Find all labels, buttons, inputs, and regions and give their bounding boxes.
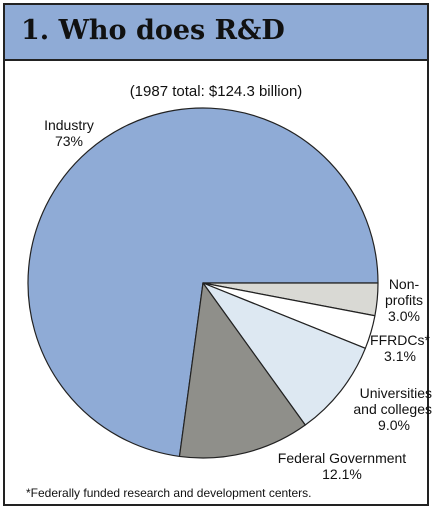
panel-header: 1. Who does R&D xyxy=(5,5,427,61)
pie-slice-universities-and-colleges xyxy=(202,282,366,426)
label-universities-value: 9.0% xyxy=(378,417,410,433)
label-nonprofits-value: 3.0% xyxy=(388,308,420,324)
label-nonprofits: Non- profits 3.0% xyxy=(376,276,432,324)
label-federal: Federal Government 12.1% xyxy=(262,450,422,482)
pie-slice-industry xyxy=(27,107,379,458)
label-ffrdcs-name: FFRDCs* xyxy=(370,332,430,348)
label-nonprofits-name-2: profits xyxy=(384,292,424,308)
label-federal-value: 12.1% xyxy=(322,466,362,482)
label-universities-name-2: and colleges xyxy=(353,401,432,417)
label-industry-name: Industry xyxy=(44,117,94,133)
chart-subtitle: (1987 total: $124.3 billion) xyxy=(129,83,303,100)
label-ffrdcs-value: 3.1% xyxy=(384,348,416,364)
label-federal-name: Federal Government xyxy=(277,450,407,466)
label-universities: Universities and colleges 9.0% xyxy=(340,385,432,433)
label-ffrdcs: FFRDCs* 3.1% xyxy=(368,332,432,364)
label-industry: Industry 73% xyxy=(34,117,104,149)
label-nonprofits-name-1: Non- xyxy=(388,276,420,292)
pie-slice-federal-government xyxy=(178,282,306,459)
panel-title: 1. Who does R&D xyxy=(21,15,285,46)
footnote: *Federally funded research and developme… xyxy=(26,486,312,500)
label-universities-name-1: Universities xyxy=(359,385,432,401)
label-industry-value: 73% xyxy=(54,133,84,149)
